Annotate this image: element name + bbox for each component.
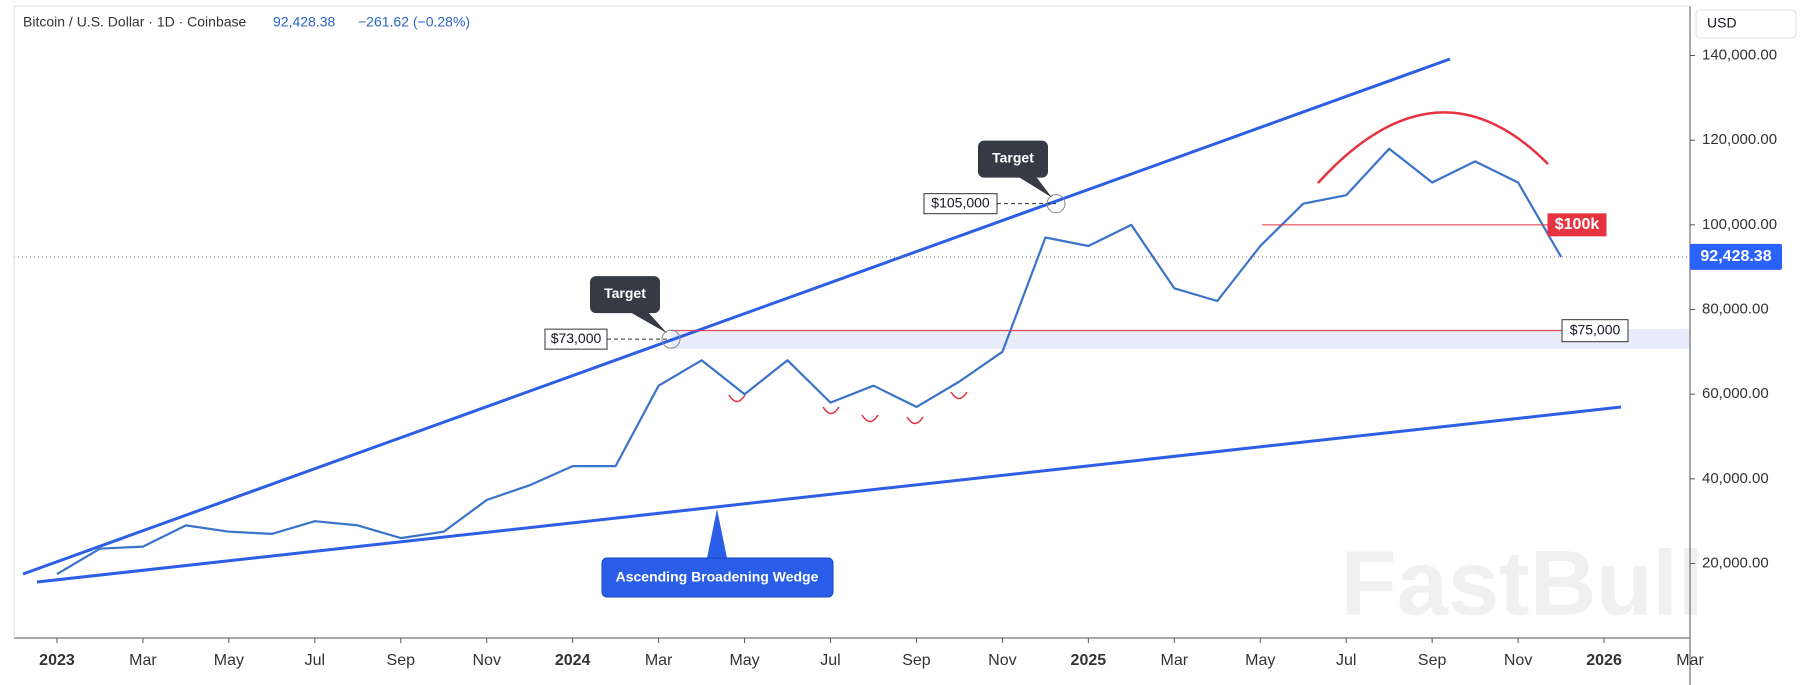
target-circle (1046, 194, 1066, 214)
target-text: Target (992, 149, 1034, 165)
level-label: $75,000 (1570, 321, 1621, 337)
target-price: $105,000 (931, 194, 990, 210)
x-tick-label: May (1245, 652, 1275, 669)
last-price-label: 92,428.38 (1700, 248, 1771, 265)
x-tick-label: Nov (1504, 652, 1532, 669)
target-pointer (1018, 176, 1052, 198)
x-tick-label: Mar (1676, 652, 1704, 669)
wedge-label: Ascending Broadening Wedge (616, 569, 819, 585)
dome-arc (1317, 111, 1549, 184)
target-text: Target (604, 285, 646, 301)
y-tick-label: 140,000.00 (1702, 46, 1777, 63)
x-tick-label: 2024 (555, 652, 591, 669)
header-price: 92,428.38 (273, 14, 335, 30)
x-tick-label: 2026 (1586, 652, 1622, 669)
level-box (1561, 319, 1629, 343)
x-tick-label: Nov (988, 652, 1016, 669)
last-price-badge (1690, 243, 1782, 270)
y-tick-label: 20,000.00 (1702, 554, 1769, 571)
target-price-box (923, 193, 998, 215)
y-tick-label: 80,000.00 (1702, 300, 1769, 317)
target-bubble (590, 276, 660, 314)
x-tick-label: Sep (1418, 652, 1447, 669)
symbol: Bitcoin / U.S. Dollar · 1D · Coinbase (23, 14, 247, 30)
target-bubble (978, 140, 1048, 178)
wedge-upper (22, 57, 1451, 576)
zone-band (671, 329, 1690, 349)
target-pointer (630, 312, 667, 334)
target-price: $73,000 (551, 330, 602, 346)
target-price-box (544, 328, 608, 350)
x-tick-label: 2023 (39, 652, 75, 669)
x-tick-label: Jul (820, 652, 840, 669)
plot (14, 147, 1690, 576)
x-tick-label: Mar (645, 652, 673, 669)
watermark: FastBull (1341, 532, 1704, 634)
level-label: $100k (1555, 216, 1600, 233)
currency-box (1695, 9, 1797, 39)
y-tick-label: 60,000.00 (1702, 385, 1769, 402)
y-tick-label: 100,000.00 (1702, 216, 1777, 233)
x-tick-label: Sep (387, 652, 416, 669)
currency: USD (1707, 15, 1737, 31)
x-tick-label: May (729, 652, 759, 669)
price-line (56, 147, 1563, 576)
x-tick-label: Mar (1161, 652, 1189, 669)
header-change: −261.62 (−0.28%) (358, 14, 470, 30)
wedge-pointer (707, 509, 727, 558)
wedge-label-box (601, 557, 834, 598)
y-tick-label: 120,000.00 (1702, 131, 1777, 148)
x-tick-label: Sep (902, 652, 931, 669)
level-box (1547, 213, 1607, 237)
target-circle (661, 329, 681, 349)
x-tick-label: Jul (1336, 652, 1356, 669)
x-tick-label: Mar (129, 652, 157, 669)
bottoms (728, 391, 968, 425)
x-tick-label: Nov (472, 652, 500, 669)
x-tick-label: Jul (305, 652, 325, 669)
x-tick-label: 2025 (1071, 652, 1107, 669)
x-tick-label: May (214, 652, 244, 669)
y-tick-label: 40,000.00 (1702, 470, 1769, 487)
wedge-lower (36, 405, 1622, 584)
